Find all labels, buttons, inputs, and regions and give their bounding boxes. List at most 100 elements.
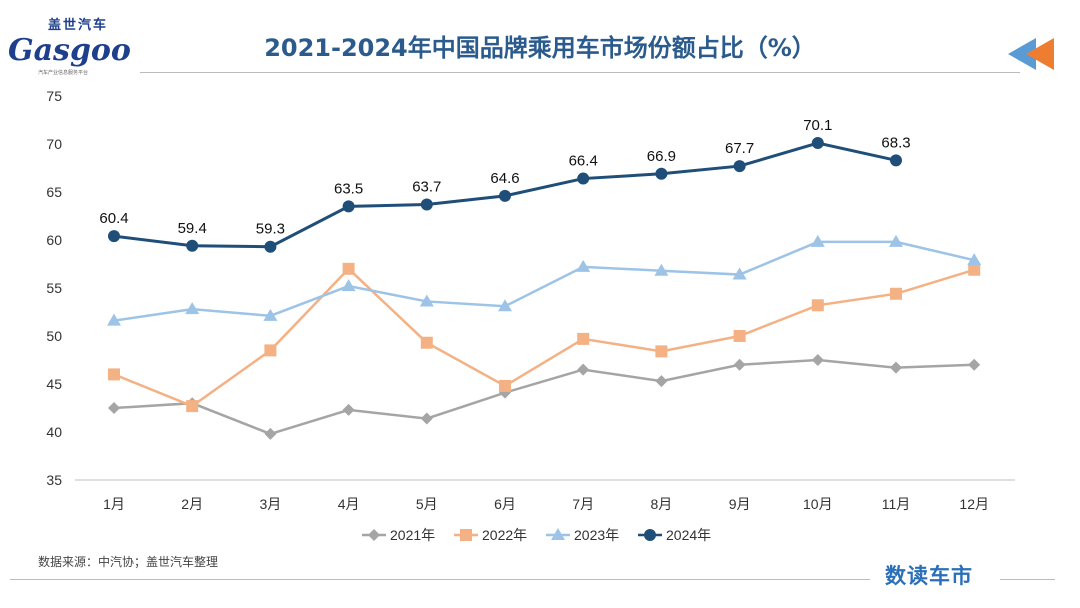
data-point [499,189,511,202]
data-point [655,375,668,388]
x-tick-label: 9月 [729,496,751,512]
series-line-2022年 [113,267,975,408]
logo-cn: 盖世汽车 [48,18,109,33]
data-point [498,299,512,312]
y-tick-label: 50 [46,328,62,344]
data-point [420,336,433,349]
legend-label: 2024年 [666,527,711,543]
data-point [655,167,668,180]
y-tick-label: 40 [46,424,62,440]
data-point [811,299,824,312]
data-point [499,379,511,392]
data-point [733,358,746,371]
data-point [108,230,120,243]
legend-marker [644,529,656,541]
x-tick-label: 5月 [416,496,438,512]
data-point [733,160,746,173]
data-label: 60.4 [99,210,128,227]
data-point [341,279,356,292]
legend-label: 2023年 [574,527,619,543]
data-label: 67.7 [725,140,754,157]
x-tick-label: 8月 [651,496,673,512]
data-point [263,308,278,321]
y-tick-label: 45 [46,376,62,392]
x-tick-label: 3月 [260,496,282,512]
chart-title: 2021-2024年中国品牌乘用车市场份额占比（%） [264,34,816,62]
footer-divider [10,579,870,580]
x-tick-label: 12月 [959,496,989,512]
y-tick-label: 55 [46,280,62,296]
data-point [342,200,355,213]
series-line-2021年 [113,358,975,436]
data-label: 59.4 [178,220,207,237]
data-label: 59.3 [256,221,285,238]
data-point [577,172,590,185]
data-point [420,198,433,211]
gasgoo-logo: 盖世汽车 Gasgoo 汽车产业信息服务平台 [8,18,138,80]
data-point [577,332,590,345]
data-point [890,287,902,300]
data-point [811,137,824,150]
y-tick-label: 75 [46,88,62,104]
y-tick-label: 70 [46,136,62,152]
footer-divider-right [1000,579,1055,580]
data-point [811,354,824,366]
data-point [420,412,433,425]
x-tick-label: 10月 [803,496,833,512]
data-point [967,253,982,266]
data-point [654,263,669,276]
data-point [732,267,747,280]
data-point [576,259,591,272]
x-tick-label: 11月 [882,496,911,512]
data-source: 数据来源：中汽协；盖世汽车整理 [38,555,219,569]
data-point [655,345,668,358]
data-label: 70.1 [803,117,832,134]
data-point [890,154,902,167]
data-label: 68.3 [881,134,910,151]
corner-arrow-icon [1008,38,1054,70]
data-point [577,363,590,376]
x-tick-label: 7月 [572,496,594,512]
data-point [108,402,120,414]
y-tick-label: 35 [46,472,62,488]
data-point [264,427,277,440]
logo-sub: 汽车产业信息服务平台 [38,70,89,76]
data-point [186,400,199,413]
data-point [107,313,121,326]
data-point [968,263,981,276]
legend-label: 2021年 [390,527,435,543]
y-tick-label: 60 [46,232,62,248]
legend-marker [460,529,472,541]
data-point [733,330,746,342]
data-label: 66.4 [569,153,598,170]
data-point [342,262,355,275]
data-point [342,403,355,416]
x-tick-label: 4月 [338,496,360,512]
legend-label: 2022年 [482,527,527,543]
data-label: 66.9 [647,148,676,165]
data-point [890,361,902,374]
x-tick-label: 6月 [494,496,516,512]
data-point [889,234,903,247]
series-line-2023年 [113,240,975,322]
data-point [264,344,277,357]
data-point [186,239,199,252]
data-point [419,294,434,307]
x-tick-label: 1月 [103,496,125,512]
brand-label: 数读车市 [885,564,973,588]
data-label: 63.5 [334,180,363,197]
data-point [810,234,825,247]
legend-marker [551,528,565,540]
legend-marker [368,529,380,541]
data-point [185,302,200,315]
data-point [968,358,981,371]
data-point [108,368,120,381]
y-tick-label: 65 [46,184,62,200]
data-point [264,240,277,253]
logo-en: Gasgoo [8,33,131,68]
data-label: 63.7 [412,178,441,195]
title-divider [140,72,1020,73]
data-label: 64.6 [490,170,519,187]
